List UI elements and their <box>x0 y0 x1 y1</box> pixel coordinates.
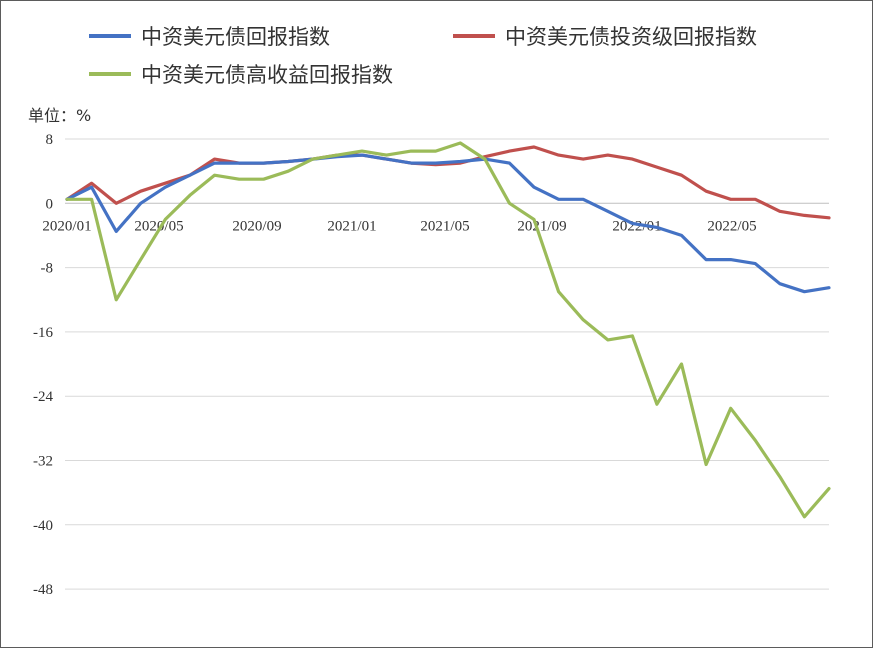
y-tick-label: -16 <box>33 325 53 341</box>
legend-label: 中资美元债投资级回报指数 <box>505 25 757 49</box>
legend-label: 中资美元债回报指数 <box>141 25 330 49</box>
gridlines <box>65 138 829 590</box>
x-axis-ticks: 2020/01 2020/05 2020/09 2021/01 2021/05 2021/… <box>42 218 756 234</box>
y-tick-label: -40 <box>33 518 53 534</box>
y-tick-label: -8 <box>41 261 54 277</box>
y-tick-label: 8 <box>46 132 54 148</box>
y-tick-label: 0 <box>46 196 54 212</box>
y-tick-label: -32 <box>33 454 53 470</box>
x-tick-label: 2020/01 <box>42 218 91 234</box>
x-tick-label: 2020/05 <box>134 218 183 234</box>
y-axis-ticks: 8 0 -8 -16 -24 -32 -40 -48 <box>33 132 53 598</box>
x-tick-label: 2021/05 <box>420 218 469 234</box>
series-lines <box>65 141 831 519</box>
y-tick-label: -48 <box>33 582 53 598</box>
series-line-composite <box>65 153 831 294</box>
y-tick-label: -24 <box>33 389 53 405</box>
x-tick-label: 2022/01 <box>612 218 661 234</box>
series-line-investment-grade <box>65 145 831 220</box>
x-tick-label: 2021/09 <box>517 218 566 234</box>
x-tick-label: 2022/05 <box>707 218 756 234</box>
x-tick-label: 2020/09 <box>232 218 281 234</box>
unit-label: 单位：% <box>28 106 91 125</box>
series-line-high-yield <box>65 141 831 519</box>
legend-label: 中资美元债高收益回报指数 <box>141 63 393 87</box>
x-tick-label: 2021/01 <box>327 218 376 234</box>
